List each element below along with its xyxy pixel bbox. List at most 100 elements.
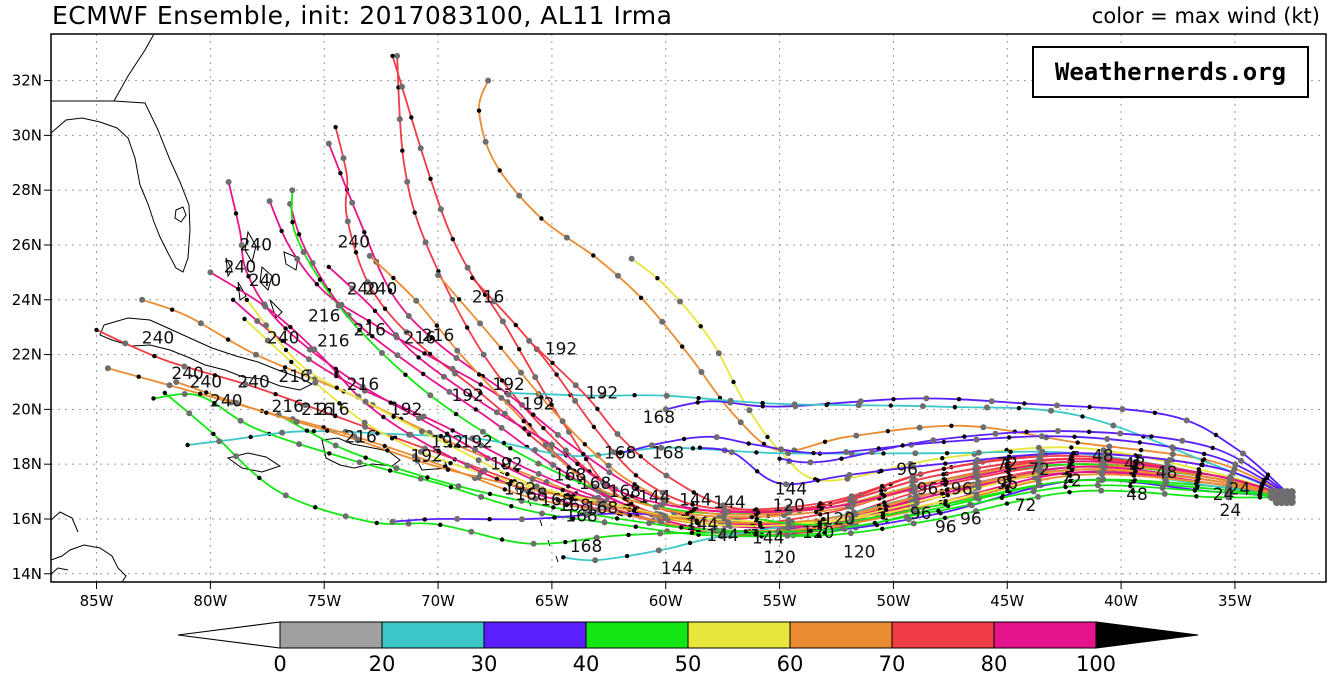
track-position-dot	[306, 368, 313, 375]
track-position-dot	[591, 253, 596, 258]
forecast-hour-label: 240	[237, 372, 269, 392]
track-position-dot	[422, 445, 428, 452]
track-position-dot	[1007, 454, 1012, 459]
forecast-hour-label: 192	[586, 383, 618, 403]
track-position-dot	[1183, 417, 1190, 424]
track-position-dot	[882, 493, 887, 499]
track-position-dot	[518, 516, 525, 523]
track-position-dot	[207, 269, 214, 276]
track-position-dot	[233, 399, 240, 406]
track-position-dot	[508, 446, 513, 451]
track-position-dot	[273, 392, 278, 397]
track-position-dot	[403, 372, 408, 377]
forecast-hour-label: 240	[171, 364, 203, 384]
track-position-dot	[382, 306, 388, 311]
track-position-dot	[1197, 470, 1202, 476]
track-position-dot	[680, 344, 685, 349]
track-position-dot	[618, 451, 623, 456]
track-position-dot	[760, 400, 765, 406]
track-position-dot	[626, 532, 631, 538]
forecast-hour-label: 144	[638, 488, 670, 508]
track-position-dot	[1008, 449, 1013, 454]
track-position-dot	[1099, 477, 1105, 484]
track-position-dot	[648, 442, 655, 449]
track-position-dot	[396, 116, 403, 123]
track-position-dot	[1149, 434, 1154, 439]
track-position-dot	[478, 442, 485, 449]
track-position-dot	[526, 337, 533, 344]
track-position-dot	[1130, 489, 1136, 494]
track-position-dot	[687, 540, 693, 546]
track-position-dot	[1196, 476, 1201, 481]
track-position-dot	[152, 353, 157, 359]
track-position-dot	[478, 382, 483, 387]
track-position-dot	[549, 402, 554, 407]
track-position-dot	[391, 414, 396, 419]
forecast-hour-label: 120	[772, 496, 804, 516]
track-position-dot	[1131, 479, 1136, 484]
track-position-dot	[501, 463, 506, 468]
track-position-dot	[911, 506, 918, 513]
track-position-dot	[312, 379, 319, 386]
track-position-dot	[659, 489, 666, 496]
track-position-dot	[663, 472, 670, 479]
forecast-hour-label: 144	[686, 515, 718, 535]
track-position-dot	[1098, 471, 1105, 478]
track-position-dot	[1066, 465, 1071, 470]
track-position-dot	[777, 456, 782, 461]
track-position-dot	[646, 520, 653, 527]
track-position-dot	[499, 537, 505, 542]
track-position-dot	[456, 297, 462, 302]
track-position-dot	[288, 324, 293, 330]
track-position-dot	[689, 530, 695, 535]
y-axis-ticks: 14N 16N 18N 20N 22N 24N 26N 28N 30N 32N	[12, 72, 51, 583]
track-position-dot	[658, 444, 665, 451]
track-position-dot	[681, 436, 687, 442]
track-position-dot	[972, 465, 978, 472]
ensemble-track-line	[437, 274, 1293, 516]
track-position-dot	[1035, 493, 1041, 500]
track-position-dot	[428, 176, 433, 181]
track-position-dot	[565, 475, 570, 480]
florida-coastline	[51, 100, 191, 273]
track-position-dot	[473, 407, 478, 412]
y-tick-label: 30N	[12, 126, 42, 144]
y-tick-label: 20N	[12, 400, 42, 418]
track-position-dot	[412, 210, 417, 215]
forecast-hour-label: 216	[347, 375, 379, 395]
track-position-dot	[1264, 476, 1270, 481]
track-position-dot	[548, 441, 555, 448]
track-position-dot	[526, 432, 532, 437]
track-position-dot	[850, 500, 857, 507]
track-position-dot	[482, 138, 489, 145]
track-position-dot	[949, 423, 954, 428]
track-position-dot	[445, 431, 450, 436]
track-position-dot	[469, 435, 476, 442]
forecast-hour-label: 216	[272, 397, 304, 417]
y-tick-label: 14N	[12, 565, 42, 583]
track-position-dot	[502, 487, 507, 492]
track-position-dot	[1004, 461, 1009, 467]
track-position-dot	[429, 335, 434, 341]
track-position-dot	[453, 411, 459, 417]
track-position-dot	[634, 486, 639, 491]
track-position-dot	[698, 369, 705, 375]
track-position-dot	[353, 250, 359, 255]
track-position-dot	[212, 373, 218, 378]
track-position-dot	[366, 252, 373, 259]
track-position-dot	[628, 255, 635, 262]
track-position-dot	[448, 461, 453, 466]
track-position-dot	[498, 394, 505, 401]
track-position-dot	[629, 501, 634, 506]
track-position-dot	[941, 439, 946, 445]
track-position-dot	[903, 513, 910, 520]
track-position-dot	[333, 125, 338, 130]
track-position-dot	[853, 432, 860, 439]
track-position-dot	[731, 379, 736, 385]
track-position-dot	[599, 501, 606, 508]
track-position-dot	[1064, 471, 1070, 476]
track-position-dot	[465, 325, 470, 330]
track-position-dot	[1075, 440, 1080, 445]
track-position-dot	[614, 516, 620, 521]
track-position-dot	[327, 451, 332, 456]
